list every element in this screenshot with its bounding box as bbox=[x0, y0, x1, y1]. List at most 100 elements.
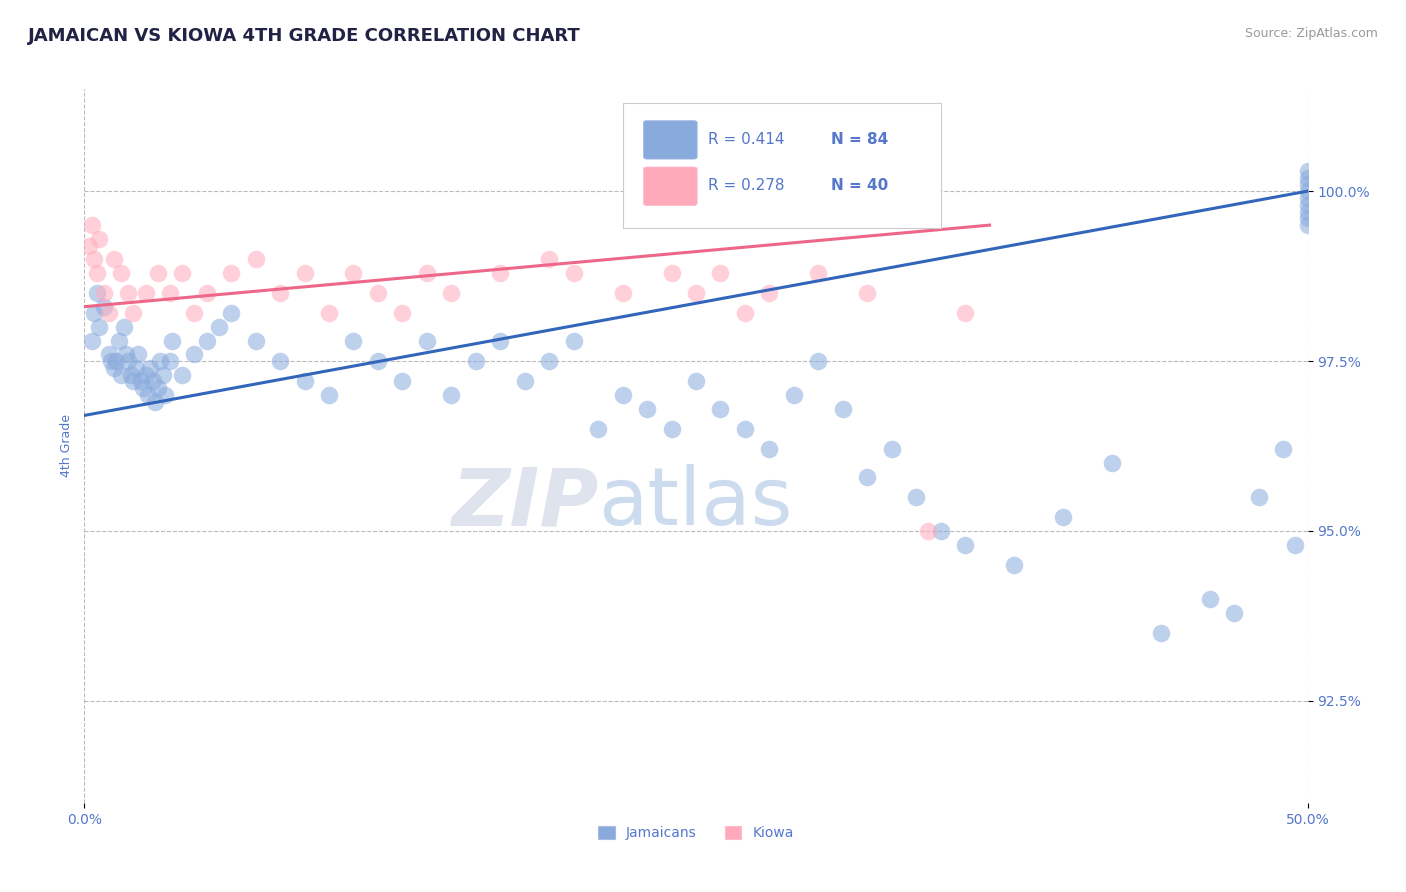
Point bbox=[1296, 184, 1319, 198]
Point bbox=[783, 388, 806, 402]
Point bbox=[142, 375, 165, 389]
Point bbox=[661, 266, 683, 280]
Point bbox=[440, 388, 463, 402]
Text: JAMAICAN VS KIOWA 4TH GRADE CORRELATION CHART: JAMAICAN VS KIOWA 4TH GRADE CORRELATION … bbox=[28, 27, 581, 45]
Point bbox=[135, 286, 157, 301]
Point bbox=[856, 286, 879, 301]
Point bbox=[97, 306, 120, 320]
Point bbox=[80, 334, 103, 348]
Point bbox=[159, 286, 181, 301]
Point bbox=[1296, 198, 1319, 212]
Point bbox=[97, 347, 120, 361]
Text: ZIP: ZIP bbox=[451, 464, 598, 542]
Text: N = 40: N = 40 bbox=[831, 178, 887, 193]
FancyBboxPatch shape bbox=[623, 103, 941, 228]
Point bbox=[122, 375, 145, 389]
Point bbox=[1284, 537, 1306, 551]
Point bbox=[117, 354, 139, 368]
Point bbox=[129, 375, 152, 389]
Point bbox=[612, 388, 634, 402]
Point bbox=[120, 368, 142, 382]
Point bbox=[391, 306, 413, 320]
Point bbox=[367, 286, 389, 301]
Point bbox=[139, 360, 162, 375]
Point bbox=[132, 381, 155, 395]
Point bbox=[127, 347, 149, 361]
Point bbox=[1198, 591, 1220, 606]
Point bbox=[318, 388, 340, 402]
Point bbox=[758, 442, 780, 457]
Point bbox=[269, 286, 291, 301]
Point bbox=[929, 524, 952, 538]
Legend: Jamaicans, Kiowa: Jamaicans, Kiowa bbox=[593, 821, 799, 846]
Point bbox=[562, 334, 585, 348]
Point bbox=[342, 334, 364, 348]
Point bbox=[807, 354, 830, 368]
Point bbox=[391, 375, 413, 389]
Point bbox=[159, 354, 181, 368]
Point bbox=[416, 266, 439, 280]
Point bbox=[905, 490, 928, 504]
Point bbox=[685, 375, 707, 389]
Point bbox=[105, 354, 128, 368]
Point bbox=[146, 381, 169, 395]
Point bbox=[143, 394, 166, 409]
Point bbox=[709, 401, 731, 416]
Point bbox=[294, 375, 316, 389]
FancyBboxPatch shape bbox=[644, 167, 697, 205]
Point bbox=[416, 334, 439, 348]
Point bbox=[1296, 170, 1319, 185]
Point bbox=[685, 286, 707, 301]
Point bbox=[153, 388, 176, 402]
Point bbox=[856, 469, 879, 483]
Point bbox=[538, 252, 561, 266]
Point bbox=[83, 306, 105, 320]
Text: R = 0.278: R = 0.278 bbox=[709, 178, 785, 193]
Point bbox=[489, 266, 512, 280]
Point bbox=[83, 252, 105, 266]
Point bbox=[107, 334, 129, 348]
Point bbox=[86, 286, 108, 301]
Point bbox=[1052, 510, 1074, 524]
Point bbox=[100, 354, 122, 368]
Point bbox=[489, 334, 512, 348]
Point bbox=[953, 306, 976, 320]
Point bbox=[208, 320, 231, 334]
Point bbox=[1101, 456, 1123, 470]
Point bbox=[172, 266, 194, 280]
Point bbox=[953, 537, 976, 551]
Point bbox=[77, 238, 100, 252]
Point bbox=[294, 266, 316, 280]
Point bbox=[807, 266, 830, 280]
Point bbox=[195, 334, 218, 348]
Point bbox=[125, 360, 148, 375]
Point bbox=[831, 401, 853, 416]
Point bbox=[87, 232, 110, 246]
Point bbox=[1296, 204, 1319, 219]
Text: R = 0.414: R = 0.414 bbox=[709, 132, 785, 146]
Y-axis label: 4th Grade: 4th Grade bbox=[60, 415, 73, 477]
Point bbox=[269, 354, 291, 368]
Point bbox=[1296, 178, 1319, 192]
Point bbox=[636, 401, 658, 416]
Point bbox=[87, 320, 110, 334]
Point bbox=[1296, 218, 1319, 232]
Point bbox=[1296, 191, 1319, 205]
Point bbox=[115, 347, 138, 361]
Point bbox=[1150, 626, 1173, 640]
Point bbox=[162, 334, 184, 348]
Point bbox=[1223, 606, 1246, 620]
Point bbox=[110, 266, 132, 280]
Point bbox=[93, 300, 115, 314]
Point bbox=[342, 266, 364, 280]
Point bbox=[93, 286, 115, 301]
Point bbox=[195, 286, 218, 301]
Point bbox=[136, 388, 159, 402]
Point bbox=[183, 306, 205, 320]
Point bbox=[1296, 163, 1319, 178]
Point bbox=[758, 286, 780, 301]
Point bbox=[513, 375, 536, 389]
Point bbox=[880, 442, 903, 457]
Point bbox=[149, 354, 172, 368]
Point bbox=[103, 252, 125, 266]
